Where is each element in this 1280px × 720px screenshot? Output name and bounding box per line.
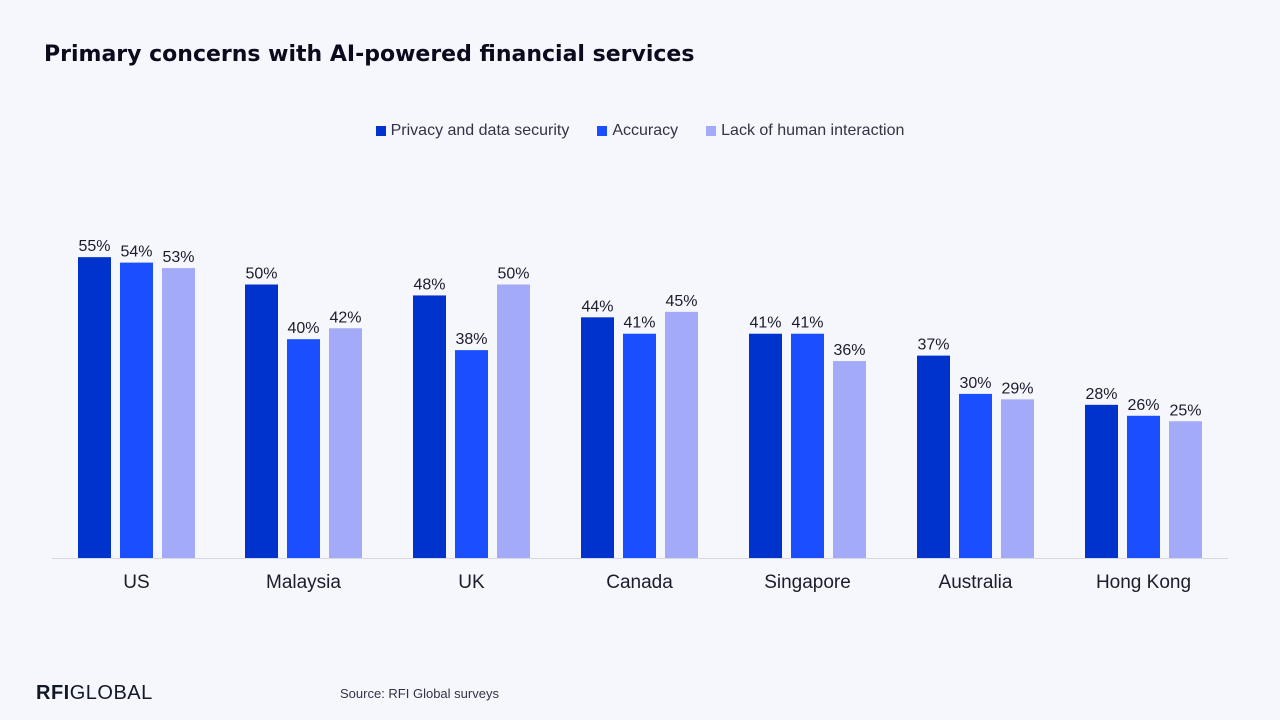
bar-us-accuracy — [120, 262, 153, 558]
data-label-hong-kong-accuracy: 26% — [1127, 397, 1159, 414]
bar-australia-lack-of-human-interaction — [1001, 399, 1034, 558]
x-tick-label-singapore: Singapore — [764, 572, 851, 593]
bar-hong-kong-privacy-and-data-security — [1085, 404, 1118, 558]
data-label-canada-privacy-and-data-security: 44% — [581, 298, 613, 315]
legend-swatch-accuracy — [597, 126, 608, 136]
data-label-australia-privacy-and-data-security: 37% — [917, 337, 949, 354]
bar-uk-lack-of-human-interaction — [497, 284, 530, 558]
data-label-singapore-privacy-and-data-security: 41% — [749, 315, 781, 332]
data-label-uk-accuracy: 38% — [455, 331, 487, 348]
x-tick-label-uk: UK — [458, 572, 485, 593]
x-tick-label-canada: Canada — [606, 572, 673, 593]
x-tick-label-hong-kong: Hong Kong — [1096, 572, 1191, 593]
legend-item-human-interaction: Lack of human interaction — [706, 122, 904, 140]
legend-swatch-privacy — [375, 126, 386, 136]
bar-australia-privacy-and-data-security — [917, 355, 950, 558]
bar-us-lack-of-human-interaction — [162, 268, 195, 558]
bar-us-privacy-and-data-security — [78, 257, 111, 558]
legend-swatch-human-interaction — [706, 126, 717, 136]
x-tick-label-us: US — [123, 572, 149, 593]
data-label-malaysia-lack-of-human-interaction: 42% — [329, 309, 361, 326]
x-tick-label-australia: Australia — [939, 572, 1013, 593]
legend: Privacy and data security Accuracy Lack … — [0, 122, 1280, 140]
data-label-us-privacy-and-data-security: 55% — [78, 238, 110, 255]
source-note: Source: RFI Global surveys — [340, 686, 499, 701]
rfi-global-logo: RFIGLOBAL — [36, 682, 153, 704]
bar-singapore-lack-of-human-interaction — [833, 361, 866, 558]
legend-label-accuracy: Accuracy — [612, 122, 679, 139]
x-tick-label-malaysia: Malaysia — [266, 572, 341, 593]
data-label-malaysia-privacy-and-data-security: 50% — [245, 266, 277, 283]
data-label-singapore-lack-of-human-interaction: 36% — [833, 342, 865, 359]
bar-singapore-accuracy — [791, 333, 824, 558]
legend-label-privacy: Privacy and data security — [390, 122, 570, 139]
bar-canada-privacy-and-data-security — [581, 317, 614, 558]
bar-malaysia-accuracy — [287, 339, 320, 558]
data-label-singapore-accuracy: 41% — [791, 315, 823, 332]
data-label-australia-lack-of-human-interaction: 29% — [1001, 380, 1033, 397]
bar-uk-accuracy — [455, 350, 488, 558]
legend-label-human-interaction: Lack of human interaction — [721, 122, 905, 139]
data-label-us-lack-of-human-interaction: 53% — [162, 249, 194, 266]
data-label-uk-privacy-and-data-security: 48% — [413, 276, 445, 293]
bar-singapore-privacy-and-data-security — [749, 333, 782, 558]
data-label-uk-lack-of-human-interaction: 50% — [497, 266, 529, 283]
data-label-us-accuracy: 54% — [120, 244, 152, 261]
data-label-canada-accuracy: 41% — [623, 315, 655, 332]
chart-title: Primary concerns with AI-powered financi… — [44, 42, 695, 67]
data-label-hong-kong-lack-of-human-interaction: 25% — [1169, 402, 1201, 419]
bar-canada-accuracy — [623, 333, 656, 558]
bar-malaysia-privacy-and-data-security — [245, 284, 278, 558]
bar-hong-kong-accuracy — [1127, 415, 1160, 558]
legend-item-accuracy: Accuracy — [597, 122, 678, 140]
bar-australia-accuracy — [959, 393, 992, 558]
data-label-australia-accuracy: 30% — [959, 375, 991, 392]
bar-canada-lack-of-human-interaction — [665, 311, 698, 558]
data-label-malaysia-accuracy: 40% — [287, 320, 319, 337]
legend-item-privacy: Privacy and data security — [375, 122, 570, 140]
bar-malaysia-lack-of-human-interaction — [329, 328, 362, 558]
bar-hong-kong-lack-of-human-interaction — [1169, 421, 1202, 558]
data-label-canada-lack-of-human-interaction: 45% — [665, 293, 697, 310]
data-label-hong-kong-privacy-and-data-security: 28% — [1085, 386, 1117, 403]
bar-uk-privacy-and-data-security — [413, 295, 446, 558]
